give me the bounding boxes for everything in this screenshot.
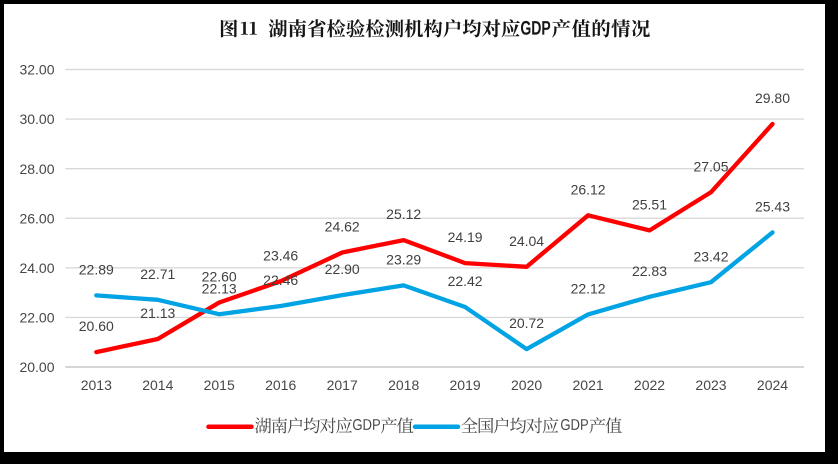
- svg-text:22.46: 22.46: [263, 272, 298, 288]
- svg-text:26.12: 26.12: [571, 181, 606, 197]
- svg-text:2017: 2017: [327, 377, 358, 393]
- svg-text:22.12: 22.12: [571, 281, 606, 297]
- svg-text:2022: 2022: [634, 377, 665, 393]
- svg-text:2014: 2014: [142, 377, 173, 393]
- svg-text:2016: 2016: [265, 377, 296, 393]
- svg-text:22.83: 22.83: [632, 263, 667, 279]
- svg-text:2021: 2021: [573, 377, 604, 393]
- svg-text:25.12: 25.12: [386, 206, 421, 222]
- svg-text:27.05: 27.05: [693, 158, 728, 174]
- svg-text:2019: 2019: [450, 377, 481, 393]
- svg-text:22.90: 22.90: [325, 261, 360, 277]
- svg-text:2020: 2020: [511, 377, 542, 393]
- svg-text:2023: 2023: [695, 377, 726, 393]
- svg-text:22.71: 22.71: [140, 266, 175, 282]
- svg-text:26.00: 26.00: [19, 210, 54, 226]
- svg-text:21.13: 21.13: [140, 305, 175, 321]
- svg-text:2013: 2013: [81, 377, 112, 393]
- svg-text:2015: 2015: [204, 377, 235, 393]
- svg-text:20.72: 20.72: [509, 315, 544, 331]
- svg-text:20.00: 20.00: [19, 359, 54, 375]
- svg-text:22.89: 22.89: [79, 262, 114, 278]
- svg-text:25.51: 25.51: [632, 197, 667, 213]
- svg-text:22.00: 22.00: [19, 310, 54, 326]
- svg-text:2024: 2024: [757, 377, 788, 393]
- svg-text:24.19: 24.19: [448, 229, 483, 245]
- svg-text:22.60: 22.60: [202, 269, 237, 285]
- svg-text:30.00: 30.00: [19, 111, 54, 127]
- svg-text:22.13: 22.13: [202, 280, 237, 296]
- svg-text:24.04: 24.04: [509, 233, 544, 249]
- svg-text:20.60: 20.60: [79, 318, 114, 334]
- svg-text:24.00: 24.00: [19, 260, 54, 276]
- svg-text:23.42: 23.42: [693, 248, 728, 264]
- svg-text:24.62: 24.62: [325, 219, 360, 235]
- svg-text:23.46: 23.46: [263, 247, 298, 263]
- svg-text:28.00: 28.00: [19, 161, 54, 177]
- svg-text:2018: 2018: [388, 377, 419, 393]
- svg-text:22.42: 22.42: [448, 273, 483, 289]
- svg-text:32.00: 32.00: [19, 62, 54, 78]
- svg-text:25.43: 25.43: [755, 199, 790, 215]
- svg-text:23.29: 23.29: [386, 252, 421, 268]
- svg-text:29.80: 29.80: [755, 90, 790, 106]
